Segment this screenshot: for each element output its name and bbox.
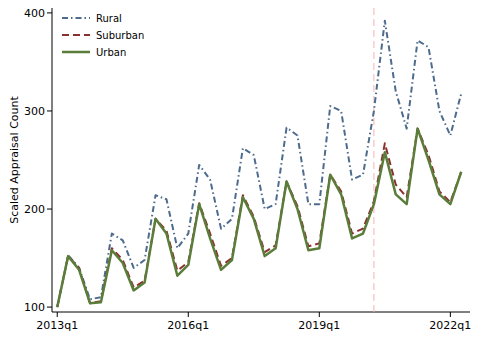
legend-swatch [62, 34, 90, 36]
x-tick [450, 312, 451, 317]
x-tick [188, 312, 189, 317]
x-tick [57, 312, 58, 317]
y-tick [47, 12, 52, 13]
y-tick [47, 209, 52, 210]
series-line [57, 21, 461, 307]
y-tick [47, 307, 52, 308]
legend-swatch [62, 51, 90, 54]
legend-label: Suburban [96, 30, 144, 41]
legend-label: Rural [96, 13, 122, 24]
x-tick-label: 2022q1 [429, 319, 471, 332]
y-tick-label: 300 [24, 105, 45, 118]
y-tick [47, 110, 52, 111]
y-tick-label: 400 [24, 7, 45, 20]
y-tick-label: 200 [24, 203, 45, 216]
legend: Rural Suburban Urban [62, 13, 144, 58]
x-tick-label: 2016q1 [167, 319, 209, 332]
x-tick [319, 312, 320, 317]
series-line [57, 129, 461, 307]
legend-swatch [62, 17, 90, 19]
plot-area [57, 8, 461, 312]
y-axis [52, 8, 53, 312]
y-tick-label: 100 [24, 301, 45, 314]
x-tick-label: 2019q1 [298, 319, 340, 332]
x-tick-label: 2013q1 [36, 319, 78, 332]
vline [373, 8, 374, 312]
chart: 100 200 300 400 2013q1 2016q1 2019q1 2022q1 Scal… [0, 0, 480, 349]
series-line [57, 129, 461, 307]
background [0, 0, 480, 349]
x-axis [52, 312, 470, 313]
legend-label: Urban [96, 47, 126, 58]
y-axis-label: Scaled Appraisal Count [8, 96, 21, 224]
